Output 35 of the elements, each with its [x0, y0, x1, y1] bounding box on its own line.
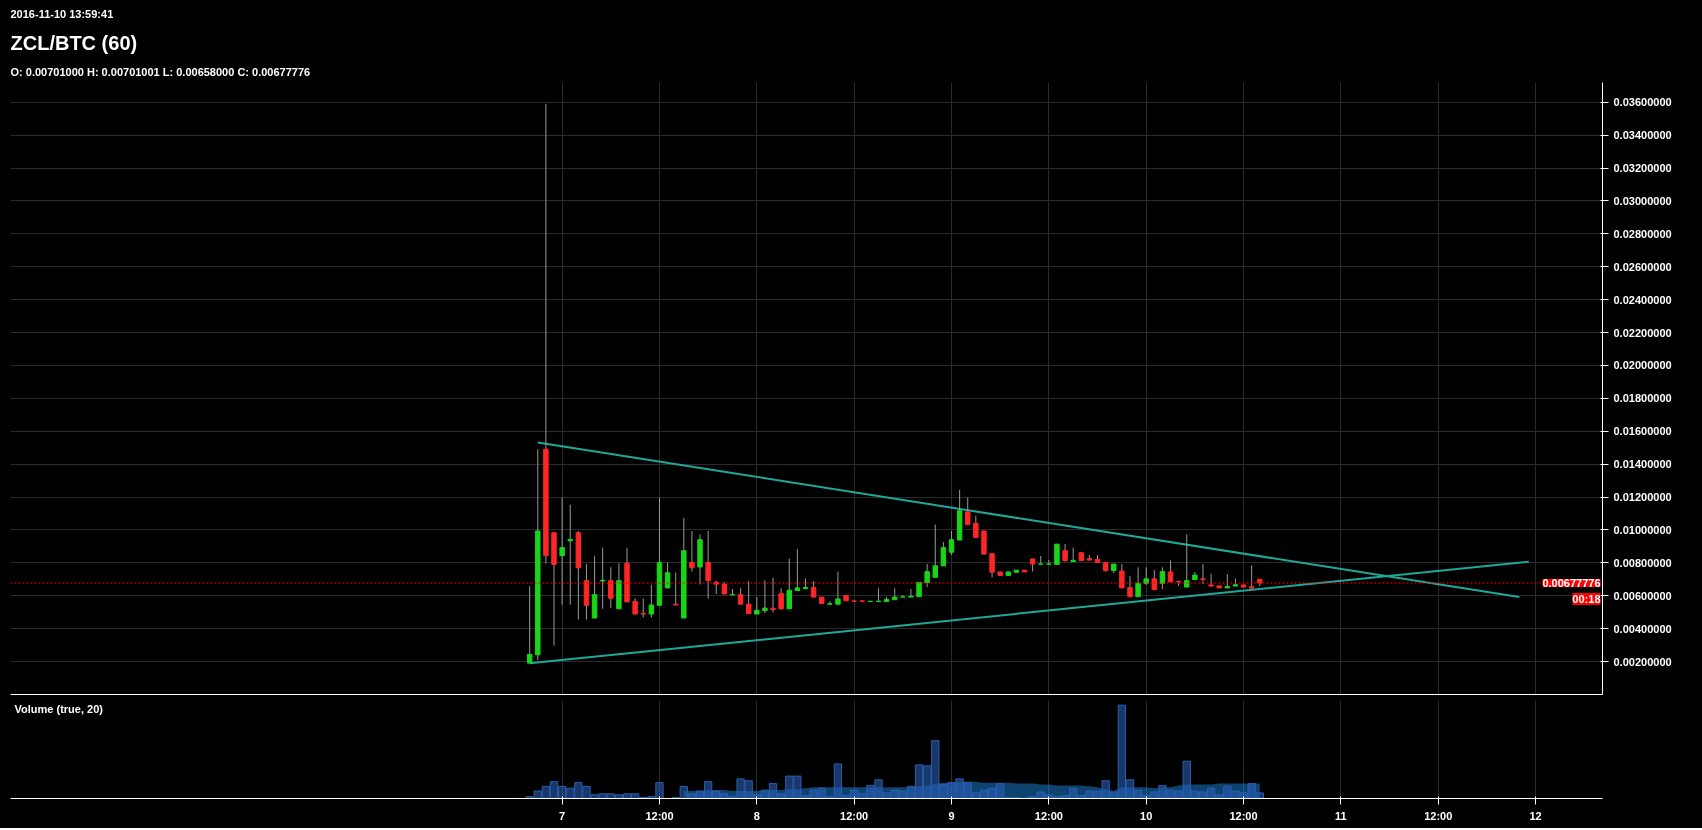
y-tick-label: 0.01000000 — [1613, 523, 1672, 536]
y-tick-label: 0.01800000 — [1613, 392, 1672, 405]
annotation: 00:18 — [1572, 592, 1601, 605]
y-tick-label: 0.02200000 — [1613, 326, 1672, 339]
y-tick-label: 0.01400000 — [1613, 458, 1672, 471]
y-tick-label: 0.03000000 — [1613, 194, 1672, 207]
x-tick-label: 8 — [753, 809, 760, 822]
ref-line-label: 0.00677776 — [1542, 576, 1601, 589]
y-tick-label: 0.01600000 — [1613, 425, 1672, 438]
text: 2016-11-10 13:59:41 — [10, 7, 114, 20]
y-tick-label: 0.02600000 — [1613, 260, 1672, 273]
y-tick-label: 0.02400000 — [1613, 293, 1672, 306]
x-tick-label: 7 — [559, 809, 566, 822]
y-tick-label: 0.01200000 — [1613, 491, 1672, 504]
y-tick-label: 0.03600000 — [1613, 96, 1672, 109]
y-tick-label: 0.00800000 — [1613, 556, 1672, 569]
y-tick-label: 0.03200000 — [1613, 162, 1672, 175]
y-tick-label: 0.00600000 — [1613, 589, 1672, 602]
x-tick-label: 12:00 — [1034, 809, 1063, 822]
y-tick-label: 0.00200000 — [1613, 655, 1672, 668]
chart-subtitle: O: 0.00701000 H: 0.00701001 L: 0.00658000 C: 0.00677776 — [10, 65, 311, 78]
y-tick-label: 0.03400000 — [1613, 129, 1672, 142]
y-tick-label: 0.02800000 — [1613, 227, 1672, 240]
annotation: Volume (true, 20) — [14, 702, 104, 715]
x-tick-label: 9 — [948, 809, 955, 822]
x-tick-label: 10 — [1140, 809, 1153, 822]
x-tick-label: 12:00 — [840, 809, 869, 822]
x-tick-label: 12:00 — [645, 809, 674, 822]
x-tick-label: 12:00 — [1229, 809, 1258, 822]
y-tick-label: 0.00400000 — [1613, 622, 1672, 635]
y-tick-label: 0.02000000 — [1613, 359, 1672, 372]
x-tick-label: 11 — [1335, 809, 1347, 822]
x-tick-label: 12:00 — [1424, 809, 1453, 822]
x-tick-label: 12 — [1529, 809, 1542, 822]
chart-title: ZCL/BTC (60) — [10, 31, 138, 54]
